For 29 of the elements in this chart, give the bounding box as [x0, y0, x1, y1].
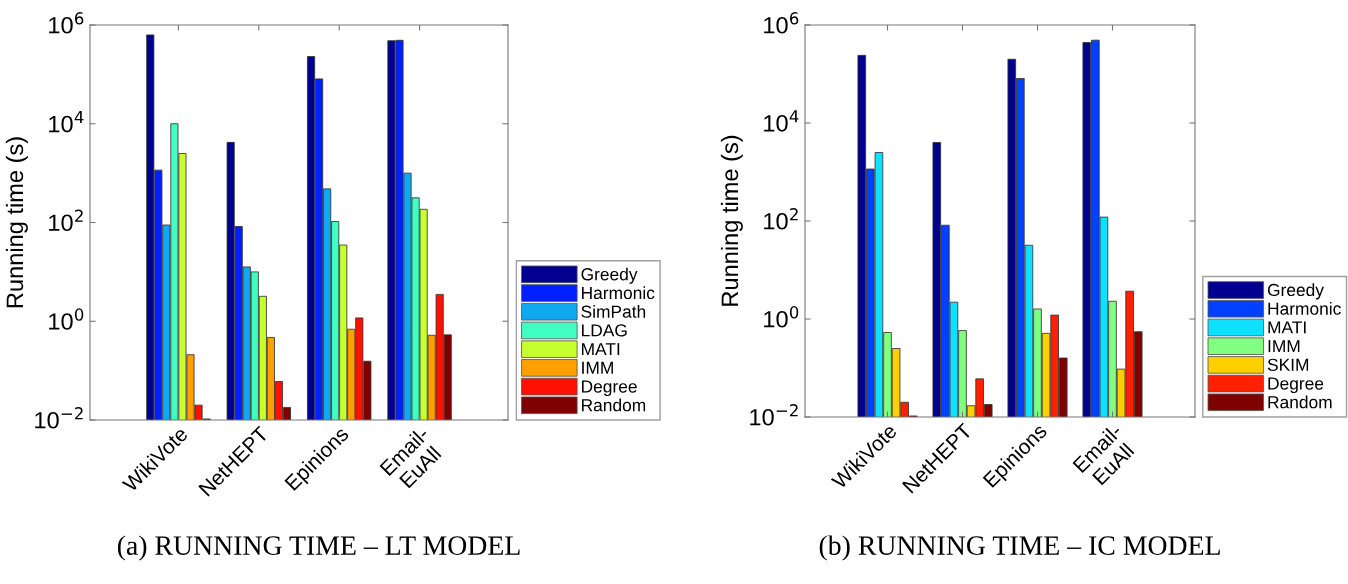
y-tick-label: 10$^{2}$	[49, 209, 83, 232]
y-tick-label: 10$^{6}$	[764, 12, 799, 34]
legend-label: MATI	[1268, 321, 1306, 334]
y-tick-label: 10$^{−2}$	[35, 407, 83, 429]
y-tick-label: 10$^{−2}$	[750, 404, 798, 426]
legend-label: Degree	[582, 380, 637, 397]
y-tick-label: 10$^{0}$	[764, 306, 799, 328]
legend-label: Greedy	[581, 267, 638, 284]
legend-label: MATI	[582, 343, 620, 356]
legend-label: SKIM	[1267, 358, 1309, 371]
legend-label: Harmonic	[1268, 302, 1341, 315]
y-axis-title: Running time (s)	[720, 135, 743, 306]
y-tick-label: 10$^{4}$	[764, 110, 799, 132]
legend-label: Random	[1268, 395, 1332, 409]
y-tick-label: 10$^{6}$	[49, 12, 84, 34]
text: (b) RUNNING TIME – IC MODEL	[819, 535, 1220, 561]
legend-label: Greedy	[1267, 283, 1324, 300]
legend-label: LDAG	[582, 324, 627, 337]
y-tick-label: 10$^{0}$	[49, 308, 84, 330]
y-tick-label: 10$^{4}$	[49, 111, 84, 133]
legend-label: Harmonic	[582, 286, 655, 300]
y-axis-title: Running time (s)	[5, 137, 28, 308]
y-tick-label: 10$^{2}$	[764, 208, 798, 230]
legend-label: SimPath	[581, 305, 646, 318]
legend-label: IMM	[1268, 340, 1300, 353]
legend-label: IMM	[582, 361, 613, 374]
legend-label: Random	[582, 398, 646, 412]
text: (a) RUNNING TIME – LT MODEL	[117, 535, 520, 561]
legend-label: Degree	[1268, 377, 1324, 394]
